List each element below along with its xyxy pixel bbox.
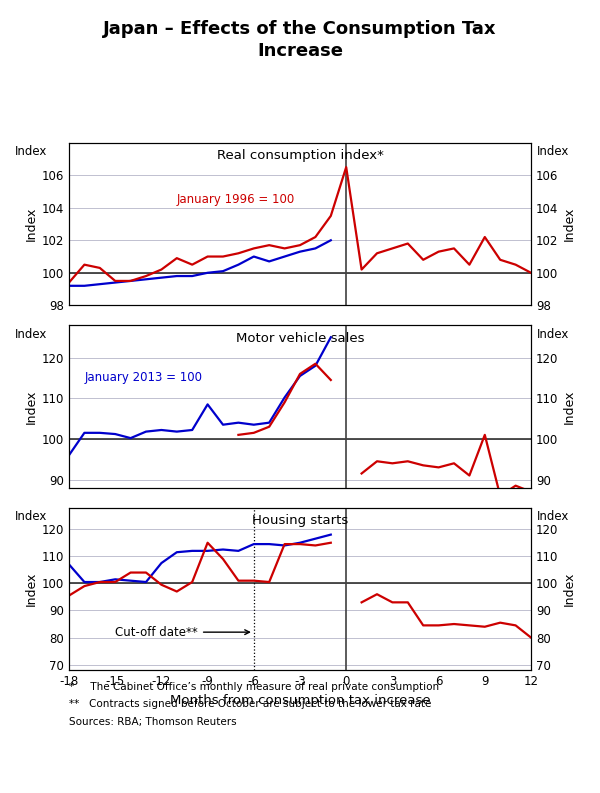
Text: Sources: RBA; Thomson Reuters: Sources: RBA; Thomson Reuters xyxy=(69,717,236,727)
X-axis label: Months from consumption tax increase: Months from consumption tax increase xyxy=(170,694,430,707)
Text: Index: Index xyxy=(537,328,569,340)
Y-axis label: Index: Index xyxy=(25,389,38,423)
Text: Index: Index xyxy=(537,510,569,523)
Text: Index: Index xyxy=(15,145,47,158)
Text: Index: Index xyxy=(537,145,569,158)
Text: Housing starts: Housing starts xyxy=(252,514,348,527)
Y-axis label: Index: Index xyxy=(562,207,575,241)
Y-axis label: Index: Index xyxy=(562,389,575,423)
Y-axis label: Index: Index xyxy=(562,572,575,606)
Text: Cut-off date**: Cut-off date** xyxy=(115,626,250,638)
Text: January 2013 = 100: January 2013 = 100 xyxy=(85,371,202,385)
Text: Real consumption index*: Real consumption index* xyxy=(217,149,383,163)
Text: Motor vehicle sales: Motor vehicle sales xyxy=(236,331,364,345)
Y-axis label: Index: Index xyxy=(25,207,38,241)
Text: Japan – Effects of the Consumption Tax
Increase: Japan – Effects of the Consumption Tax I… xyxy=(103,20,497,60)
Text: January 1996 = 100: January 1996 = 100 xyxy=(177,193,295,206)
Text: Index: Index xyxy=(15,510,47,523)
Text: *     The Cabinet Office’s monthly measure of real private consumption: * The Cabinet Office’s monthly measure o… xyxy=(69,682,439,692)
Y-axis label: Index: Index xyxy=(25,572,38,606)
Text: Index: Index xyxy=(15,328,47,340)
Text: **   Contracts signed before October are subject to the lower tax rate: ** Contracts signed before October are s… xyxy=(69,699,431,710)
